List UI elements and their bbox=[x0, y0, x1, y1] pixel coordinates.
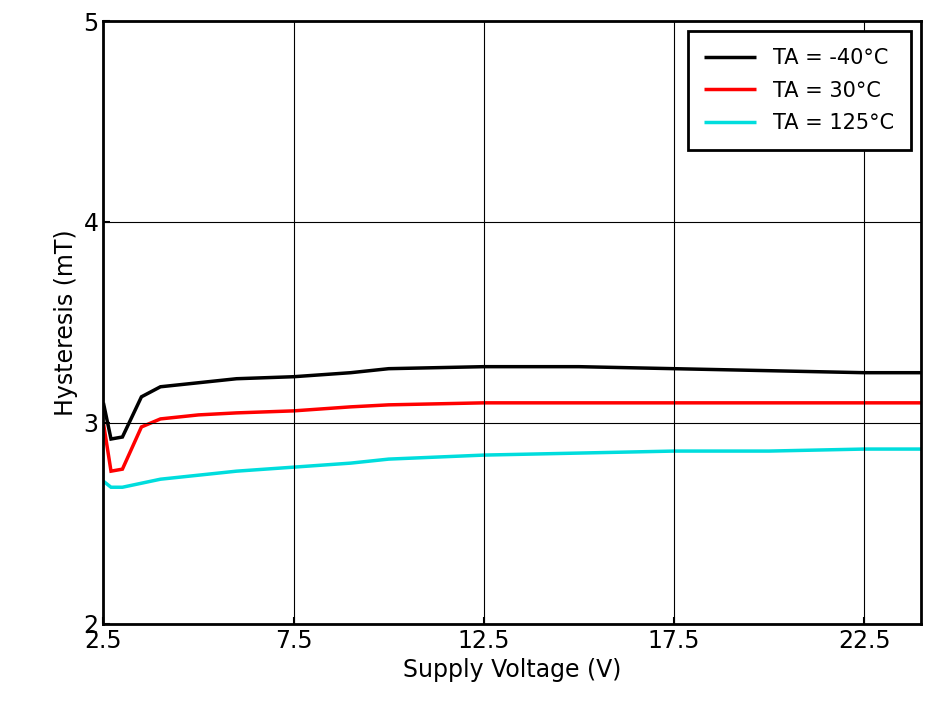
TA = 30°C bbox=[668, 399, 680, 407]
TA = 125°C bbox=[231, 467, 243, 475]
TA = -40°C bbox=[231, 374, 243, 383]
Line: TA = -40°C: TA = -40°C bbox=[103, 367, 921, 439]
Legend: TA = -40°C, TA = 30°C, TA = 125°C: TA = -40°C, TA = 30°C, TA = 125°C bbox=[687, 32, 911, 150]
TA = -40°C bbox=[155, 383, 166, 391]
TA = -40°C bbox=[573, 362, 585, 371]
TA = 30°C bbox=[345, 402, 356, 411]
TA = -40°C bbox=[345, 369, 356, 377]
TA = 30°C bbox=[858, 399, 870, 407]
TA = 30°C bbox=[573, 399, 585, 407]
TA = 30°C bbox=[135, 423, 147, 431]
TA = -40°C bbox=[763, 367, 775, 375]
TA = 125°C bbox=[916, 445, 927, 454]
TA = 125°C bbox=[573, 449, 585, 457]
TA = 30°C bbox=[155, 415, 166, 423]
TA = 30°C bbox=[288, 407, 299, 415]
TA = 125°C bbox=[135, 479, 147, 487]
TA = 30°C bbox=[916, 399, 927, 407]
Line: TA = 125°C: TA = 125°C bbox=[103, 449, 921, 487]
TA = 125°C bbox=[383, 455, 394, 463]
TA = -40°C bbox=[916, 369, 927, 377]
TA = 125°C bbox=[668, 447, 680, 455]
TA = -40°C bbox=[105, 435, 117, 443]
TA = 30°C bbox=[383, 401, 394, 409]
TA = -40°C bbox=[98, 399, 109, 407]
TA = -40°C bbox=[193, 379, 204, 387]
TA = 30°C bbox=[763, 399, 775, 407]
TA = 30°C bbox=[231, 409, 243, 417]
TA = 30°C bbox=[478, 399, 490, 407]
Line: TA = 30°C: TA = 30°C bbox=[103, 403, 921, 471]
TA = 30°C bbox=[117, 465, 128, 473]
TA = 125°C bbox=[155, 475, 166, 484]
TA = 125°C bbox=[478, 451, 490, 459]
TA = 30°C bbox=[105, 467, 117, 475]
TA = 125°C bbox=[345, 459, 356, 468]
TA = 125°C bbox=[858, 445, 870, 454]
TA = -40°C bbox=[478, 362, 490, 371]
TA = 125°C bbox=[117, 483, 128, 491]
TA = -40°C bbox=[383, 365, 394, 373]
TA = 125°C bbox=[193, 471, 204, 479]
Y-axis label: Hysteresis (mT): Hysteresis (mT) bbox=[54, 229, 78, 416]
TA = -40°C bbox=[288, 372, 299, 381]
TA = -40°C bbox=[668, 365, 680, 373]
TA = 125°C bbox=[105, 483, 117, 491]
TA = -40°C bbox=[135, 393, 147, 401]
TA = 125°C bbox=[98, 477, 109, 485]
TA = 125°C bbox=[288, 463, 299, 471]
X-axis label: Supply Voltage (V): Supply Voltage (V) bbox=[403, 658, 621, 682]
TA = 125°C bbox=[763, 447, 775, 455]
TA = -40°C bbox=[858, 369, 870, 377]
TA = -40°C bbox=[117, 433, 128, 441]
TA = 30°C bbox=[193, 411, 204, 419]
TA = 30°C bbox=[98, 418, 109, 427]
